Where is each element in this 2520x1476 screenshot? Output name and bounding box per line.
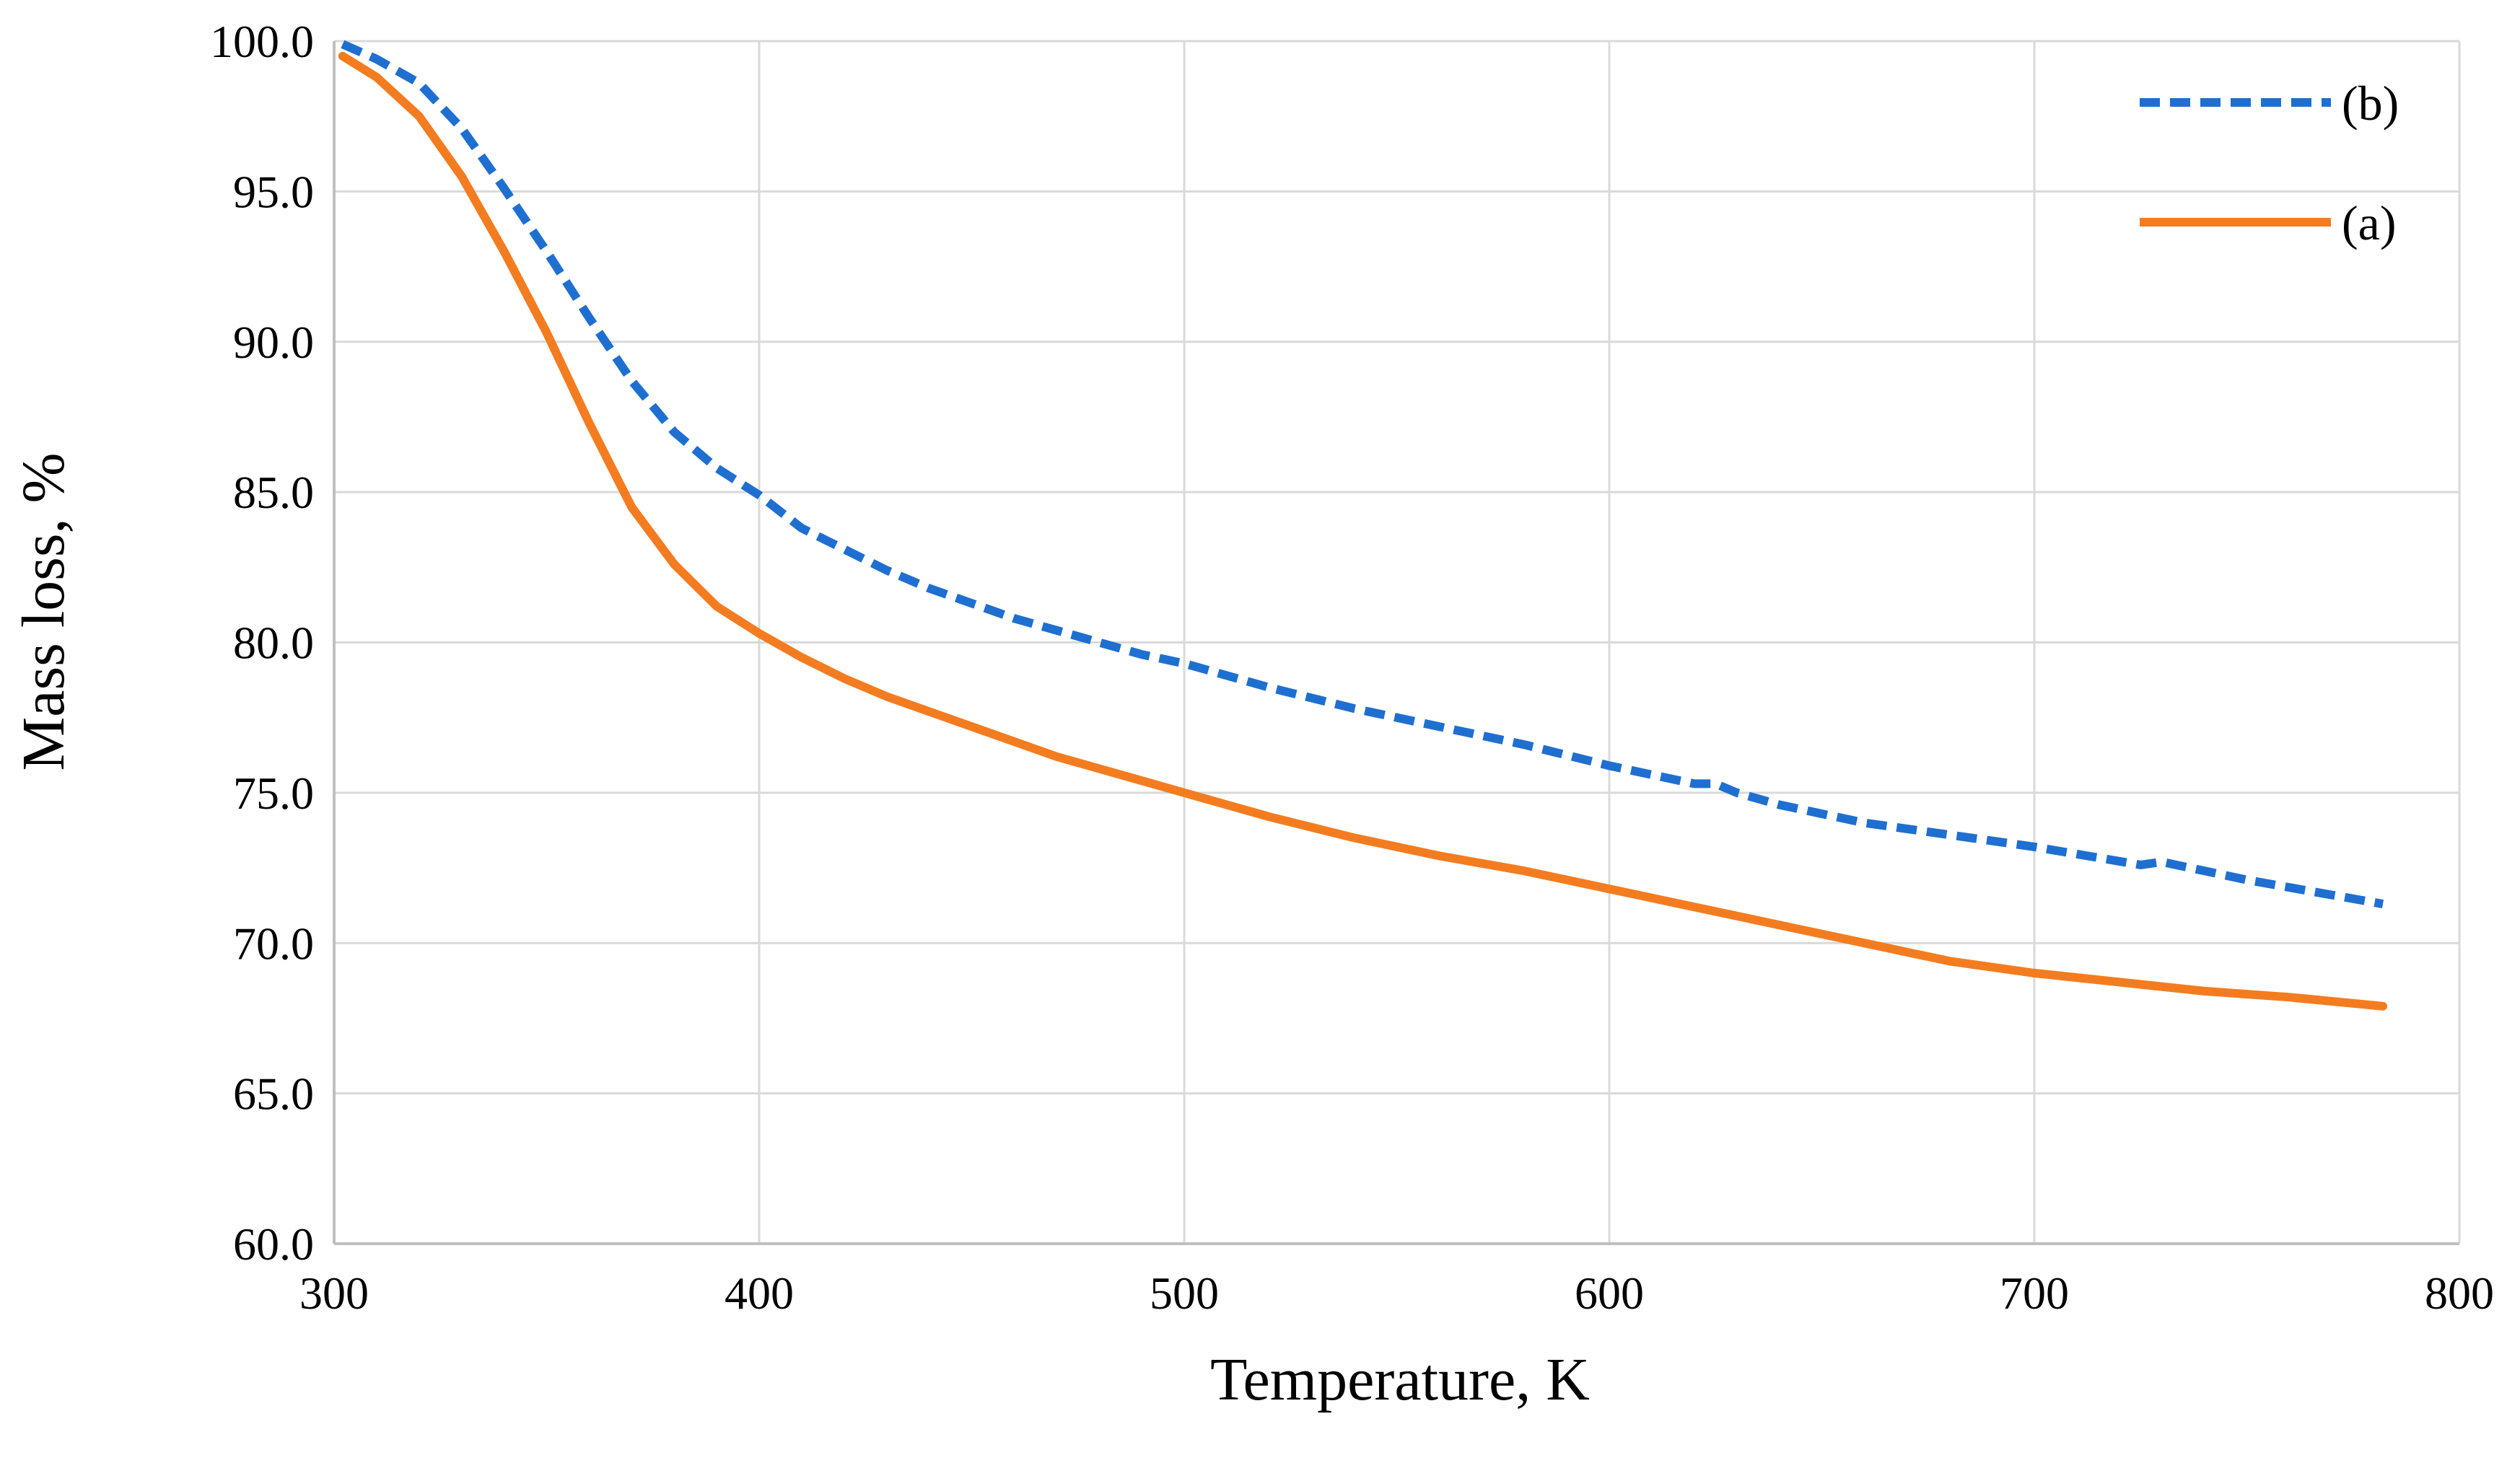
y-tick-label: 75.0	[233, 768, 314, 819]
y-axis-title: Mass loss, %	[10, 452, 77, 770]
x-axis-title: Temperature, K	[1210, 1346, 1590, 1413]
x-tick-label: 500	[1150, 1268, 1219, 1319]
x-tick-label: 300	[299, 1268, 369, 1319]
y-tick-label: 95.0	[233, 166, 314, 217]
y-tick-label: 65.0	[233, 1068, 314, 1120]
data-series	[338, 40, 2387, 1011]
y-tick-label: 100.0	[210, 16, 314, 67]
legend-label-b: (b)	[2342, 76, 2399, 131]
legend: (b) (a)	[2140, 76, 2399, 250]
x-tick-label: 400	[725, 1268, 794, 1319]
x-tick-labels: 300 400 500 600 700 800	[299, 1268, 2494, 1319]
x-tick-label: 700	[2000, 1268, 2069, 1319]
y-tick-label: 70.0	[233, 918, 314, 969]
series-line-a	[338, 51, 2387, 1011]
gridlines	[333, 40, 2461, 1245]
legend-label-a: (a)	[2342, 196, 2396, 250]
y-tick-labels: 60.0 65.0 70.0 75.0 80.0 85.0 90.0 95.0 100.0	[210, 16, 314, 1270]
y-tick-label: 85.0	[233, 467, 314, 518]
x-tick-label: 600	[1575, 1268, 1644, 1319]
series-line-b	[341, 40, 2384, 909]
axes	[333, 41, 2459, 1245]
y-tick-label: 60.0	[233, 1218, 314, 1270]
x-tick-label: 800	[2425, 1268, 2494, 1319]
y-tick-label: 80.0	[233, 618, 314, 669]
y-tick-label: 90.0	[233, 317, 314, 368]
